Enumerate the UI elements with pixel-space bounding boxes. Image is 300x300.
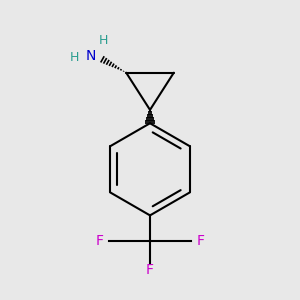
Text: F: F xyxy=(95,234,104,248)
Text: N: N xyxy=(85,50,96,63)
Text: H: H xyxy=(70,51,79,64)
Text: F: F xyxy=(196,234,205,248)
Text: F: F xyxy=(146,263,154,278)
Text: H: H xyxy=(99,34,109,46)
